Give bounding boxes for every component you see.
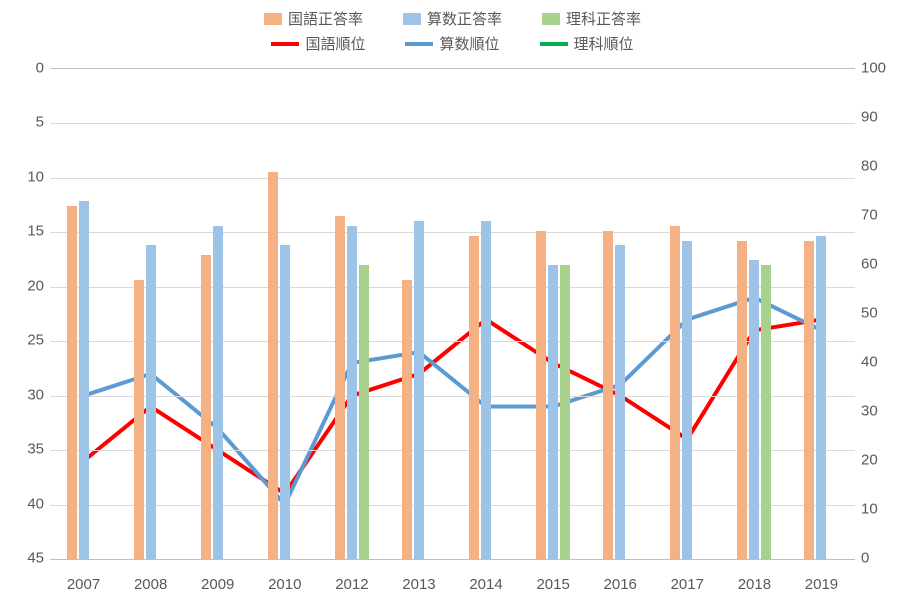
gridline: [50, 396, 855, 397]
bar: [737, 241, 747, 560]
legend-label: 算数順位: [439, 33, 499, 54]
y-left-tick-label: 25: [0, 332, 44, 349]
y-right-tick-label: 100: [861, 60, 905, 77]
bar: [280, 245, 290, 559]
y-right-tick-label: 20: [861, 452, 905, 469]
gridline: [50, 287, 855, 288]
gridline: [50, 341, 855, 342]
x-tick-label: 2018: [721, 576, 788, 593]
bar: [213, 226, 223, 559]
gridline: [50, 450, 855, 451]
bar: [481, 221, 491, 559]
legend-label: 理科正答率: [566, 8, 641, 29]
y-right-tick-label: 0: [861, 550, 905, 567]
gridline: [50, 505, 855, 506]
y-left-tick-label: 35: [0, 441, 44, 458]
bar: [816, 236, 826, 559]
bar: [414, 221, 424, 559]
legend-swatch: [403, 13, 421, 25]
legend-item: 理科正答率: [542, 8, 641, 29]
bar: [615, 245, 625, 559]
legend-item: 算数順位: [405, 33, 499, 54]
bar: [548, 265, 558, 559]
bar: [146, 245, 156, 559]
gridline: [50, 178, 855, 179]
x-tick-label: 2016: [587, 576, 654, 593]
x-tick-label: 2007: [50, 576, 117, 593]
y-right-tick-label: 70: [861, 207, 905, 224]
y-right-tick-label: 10: [861, 501, 905, 518]
x-tick-label: 2008: [117, 576, 184, 593]
bar: [67, 206, 77, 559]
y-left-tick-label: 30: [0, 386, 44, 403]
legend-item: 算数正答率: [403, 8, 502, 29]
x-tick-label: 2015: [520, 576, 587, 593]
plot-area: [50, 68, 855, 560]
bar: [268, 172, 278, 559]
y-left-tick-label: 45: [0, 550, 44, 567]
legend-line-swatch: [271, 42, 299, 46]
bar: [670, 226, 680, 559]
legend-label: 算数正答率: [427, 8, 502, 29]
legend-line-swatch: [405, 42, 433, 46]
chart-container: 国語正答率 算数正答率 理科正答率国語順位 算数順位 理科順位 0 5 10 15 20 25 30…: [0, 0, 905, 605]
line-layer: [50, 69, 855, 559]
bar: [201, 255, 211, 559]
bar: [560, 265, 570, 559]
bar: [749, 260, 759, 559]
y-right-tick-label: 60: [861, 256, 905, 273]
gridline: [50, 232, 855, 233]
bar: [603, 231, 613, 559]
x-tick-label: 2012: [318, 576, 385, 593]
legend-label: 国語正答率: [288, 8, 363, 29]
legend-item: 国語正答率: [264, 8, 363, 29]
y-left-tick-label: 10: [0, 168, 44, 185]
bar: [134, 280, 144, 559]
legend-item: 理科順位: [540, 33, 634, 54]
bar: [804, 241, 814, 560]
y-left-tick-label: 20: [0, 277, 44, 294]
series-line: [84, 319, 822, 493]
bar: [536, 231, 546, 559]
legend-swatch: [542, 13, 560, 25]
legend-label: 理科順位: [574, 33, 634, 54]
legend-label: 国語順位: [305, 33, 365, 54]
x-tick-label: 2019: [788, 576, 855, 593]
bar: [469, 236, 479, 559]
bar: [335, 216, 345, 559]
x-tick-label: 2013: [385, 576, 452, 593]
y-right-tick-label: 30: [861, 403, 905, 420]
y-right-tick-label: 50: [861, 305, 905, 322]
y-right-tick-label: 90: [861, 109, 905, 126]
legend-item: 国語順位: [271, 33, 365, 54]
legend: 国語正答率 算数正答率 理科正答率国語順位 算数順位 理科順位: [0, 8, 905, 58]
bar: [347, 226, 357, 559]
bar: [79, 201, 89, 559]
y-right-tick-label: 40: [861, 354, 905, 371]
legend-line-swatch: [540, 42, 568, 46]
y-right-tick-label: 80: [861, 158, 905, 175]
x-tick-label: 2014: [453, 576, 520, 593]
legend-swatch: [264, 13, 282, 25]
x-tick-label: 2009: [184, 576, 251, 593]
gridline: [50, 123, 855, 124]
x-tick-label: 2017: [654, 576, 721, 593]
y-left-tick-label: 15: [0, 223, 44, 240]
y-left-tick-label: 40: [0, 495, 44, 512]
bar: [402, 280, 412, 559]
bar: [359, 265, 369, 559]
y-left-tick-label: 0: [0, 60, 44, 77]
x-tick-label: 2010: [251, 576, 318, 593]
bar: [682, 241, 692, 560]
y-left-tick-label: 5: [0, 114, 44, 131]
bar: [761, 265, 771, 559]
